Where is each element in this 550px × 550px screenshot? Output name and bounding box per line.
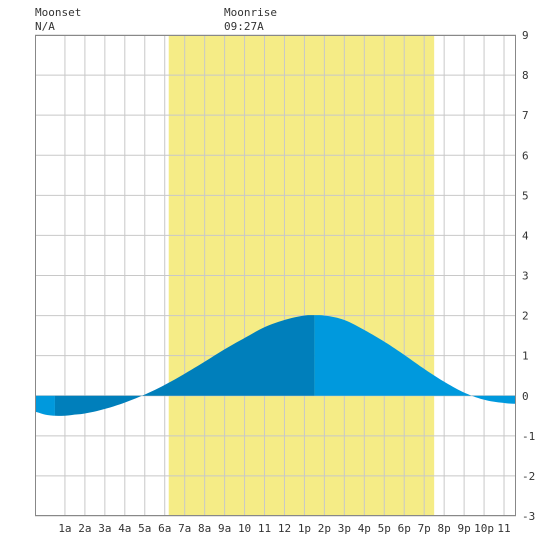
- x-tick-label: 3a: [98, 522, 111, 535]
- x-tick-label: 2a: [78, 522, 91, 535]
- x-tick-label: 1a: [58, 522, 71, 535]
- moonset-time: N/A: [35, 20, 55, 33]
- x-tick-label: 9p: [457, 522, 470, 535]
- y-tick-label: 2: [522, 310, 529, 323]
- x-tick-label: 8p: [438, 522, 451, 535]
- y-tick-label: 4: [522, 229, 529, 242]
- moonrise-label: Moonrise: [224, 6, 277, 19]
- x-tick-label: 5a: [138, 522, 151, 535]
- tide-area: [35, 315, 516, 416]
- x-tick-label: 11: [497, 522, 510, 535]
- x-tick-label: 8a: [198, 522, 211, 535]
- y-tick-label: 8: [522, 69, 529, 82]
- x-tick-label: 9a: [218, 522, 231, 535]
- y-tick-label: 7: [522, 109, 529, 122]
- moonrise-time: 09:27A: [224, 20, 264, 33]
- x-tick-label: 10: [238, 522, 251, 535]
- y-tick-label: 1: [522, 350, 529, 363]
- x-tick-label: 1p: [298, 522, 311, 535]
- x-tick-label: 2p: [318, 522, 331, 535]
- y-axis-ticks: 9 8 7 6 5 4 3 2 1 0 -1 -2 -3: [522, 29, 535, 523]
- y-tick-label: -3: [522, 510, 535, 523]
- y-tick-label: -1: [522, 430, 535, 443]
- tide-area-segment: [54, 315, 315, 416]
- x-tick-label: 11: [258, 522, 271, 535]
- plot-frame: [35, 35, 516, 516]
- moonset-label: Moonset: [35, 6, 81, 19]
- tide-area-segment: [35, 395, 55, 416]
- y-tick-label: 9: [522, 29, 529, 42]
- x-tick-label: 3p: [338, 522, 351, 535]
- tide-area-segment: [314, 315, 516, 404]
- x-tick-label: 4p: [358, 522, 371, 535]
- x-tick-label: 5p: [378, 522, 391, 535]
- x-tick-label: 4a: [118, 522, 131, 535]
- x-tick-label: 6p: [398, 522, 411, 535]
- x-tick-label: 7a: [178, 522, 191, 535]
- x-tick-label: 12: [278, 522, 291, 535]
- x-tick-label: 10p: [474, 522, 494, 535]
- y-tick-label: 6: [522, 149, 529, 162]
- y-tick-label: 0: [522, 390, 529, 403]
- y-tick-label: -2: [522, 470, 535, 483]
- x-tick-label: 7p: [418, 522, 431, 535]
- y-tick-label: 3: [522, 270, 529, 283]
- y-tick-label: 5: [522, 189, 529, 202]
- x-tick-label: 6a: [158, 522, 171, 535]
- x-axis-ticks: 1a 2a 3a 4a 5a 6a 7a 8a 9a 10 11 12 1p 2p 3p 4p 5p 6p 7p 8p…: [58, 522, 510, 535]
